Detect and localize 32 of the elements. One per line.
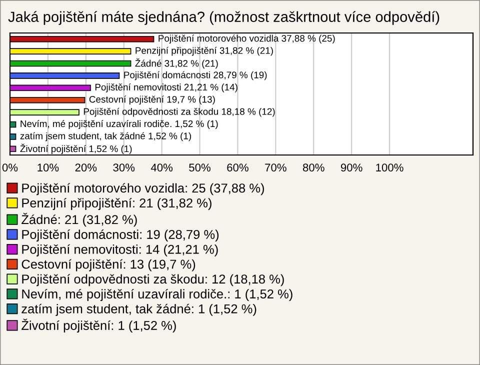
x-tick-label: 20% — [75, 164, 97, 172]
data-label: Žádné 31,82 % (21) — [135, 58, 218, 69]
x-tick-label: 10% — [38, 164, 59, 172]
legend-label: Pojištění domácnosti: 19 (28,79 %) — [22, 229, 219, 242]
x-tick-label: 100% — [376, 164, 404, 172]
legend-label: Životní pojištění: 1 (1,52 %) — [22, 318, 176, 333]
legend-label: Pojištění nemovitosti: 14 (21,21 %) — [22, 244, 218, 256]
legend-label: Cestovní pojištění: 13 (19,7 %) — [22, 259, 196, 272]
x-tick-label: 0% — [2, 164, 18, 172]
x-tick-label: 60% — [227, 164, 248, 172]
x-tick-label: 30% — [113, 164, 135, 172]
data-label: Penzijní připojištění 31,82 % (21) — [136, 46, 273, 56]
data-label: Pojištění motorového vozidla 37,88 % (25) — [158, 34, 335, 44]
x-tick-label: 50% — [189, 164, 210, 172]
data-label: Životní pojištění 1,52 % (1) — [20, 144, 132, 154]
legend-label: Žádné: 21 (31,82 %) — [22, 212, 137, 227]
legend-label: Penzijní připojištění: 21 (31,82 %) — [22, 198, 212, 210]
legend-label: Pojištění motorového vozidla: 25 (37,88 %) — [22, 183, 264, 196]
data-label: Pojištění domácnosti 28,79 % (19) — [124, 71, 267, 80]
x-tick-label: 40% — [150, 164, 173, 172]
data-label: Pojištění nemovitosti 21,21 % (14) — [95, 83, 238, 92]
chart-title: Jaká pojištění máte sjednána? (možnost zaškrtnout více odpovědí) — [8, 11, 440, 25]
data-label: Nevím, mé pojištění uzavírali rodiče. 1,52 % (1) — [20, 120, 218, 129]
x-tick-label: 70% — [265, 164, 286, 172]
x-tick-label: 80% — [302, 164, 324, 172]
legend-label: Pojištění odpovědnosti za škodu: 12 (18,18 %) — [22, 274, 284, 286]
data-label: zatím jsem student, tak žádné 1,52 % (1) — [20, 132, 192, 142]
data-label: Cestovní pojištění 19,7 % (13) — [89, 96, 215, 105]
data-label: Pojištění odpovědnosti za škodu 18,18 % (12) — [84, 108, 275, 117]
x-tick-label: 90% — [340, 164, 362, 172]
legend-label: Nevím, mé pojištění uzavírali rodiče.: 1 (1,52 %) — [22, 288, 292, 302]
legend-label: zatím jsem student, tak žádné: 1 (1,52 %) — [22, 304, 256, 316]
